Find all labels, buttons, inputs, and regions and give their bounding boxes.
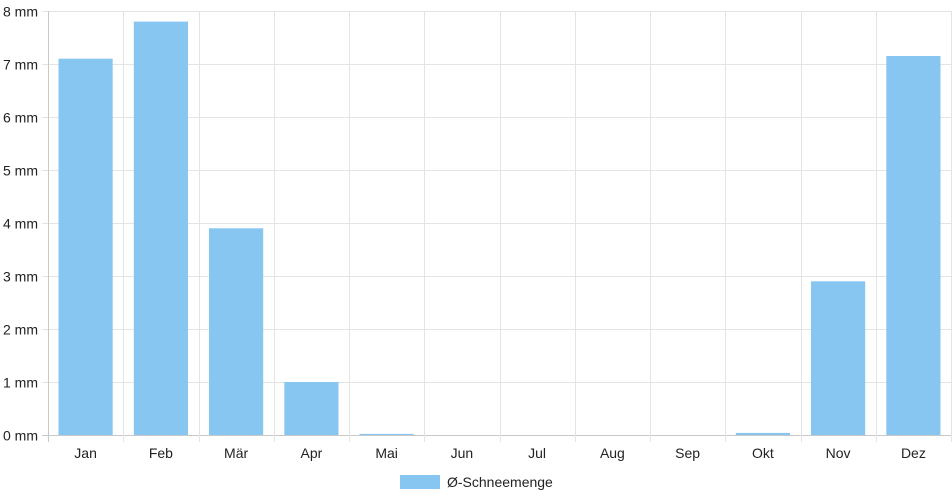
y-tick-label: 4 mm: [3, 216, 38, 232]
legend-label[interactable]: Ø-Schneemenge: [447, 474, 553, 490]
legend-swatch[interactable]: [400, 475, 440, 489]
x-tick-label: Jun: [451, 445, 474, 461]
x-tick-label: Aug: [600, 445, 625, 461]
x-tick-label: Jul: [528, 445, 546, 461]
bar-nov[interactable]: [811, 281, 866, 435]
bar-dez[interactable]: [886, 56, 941, 435]
y-tick-label: 1 mm: [3, 375, 38, 391]
y-tick-label: 7 mm: [3, 57, 38, 73]
y-tick-label: 2 mm: [3, 322, 38, 338]
x-axis-ticks: Jan Feb Mär Apr Mai Jun Jul Aug Sep Okt Nov Dez: [74, 445, 926, 461]
x-tick-label: Sep: [675, 445, 700, 461]
x-tick-label: Mär: [224, 445, 248, 461]
x-tick-label: Apr: [301, 445, 323, 461]
bar-feb[interactable]: [133, 21, 188, 435]
x-tick-label: Jan: [74, 445, 97, 461]
x-tick-label: Okt: [752, 445, 774, 461]
y-tick-label: 0 mm: [3, 428, 38, 444]
x-tick-label: Dez: [901, 445, 926, 461]
x-tick-label: Feb: [149, 445, 173, 461]
bars: [58, 21, 941, 435]
x-tick-label: Nov: [826, 445, 851, 461]
bar-mär[interactable]: [209, 228, 264, 435]
bar-jan[interactable]: [58, 58, 113, 435]
y-tick-label: 8 mm: [3, 4, 38, 20]
legend[interactable]: Ø-Schneemenge: [400, 474, 553, 490]
bar-okt[interactable]: [735, 432, 790, 435]
bar-apr[interactable]: [284, 382, 339, 435]
x-tick-label: Mai: [375, 445, 398, 461]
y-tick-label: 6 mm: [3, 110, 38, 126]
y-axis-ticks: 0 mm 1 mm 2 mm 3 mm 4 mm 5 mm 6 mm 7 mm 8 mm: [3, 4, 38, 444]
y-tick-label: 3 mm: [3, 269, 38, 285]
bar-mai[interactable]: [359, 433, 414, 435]
y-tick-label: 5 mm: [3, 163, 38, 179]
